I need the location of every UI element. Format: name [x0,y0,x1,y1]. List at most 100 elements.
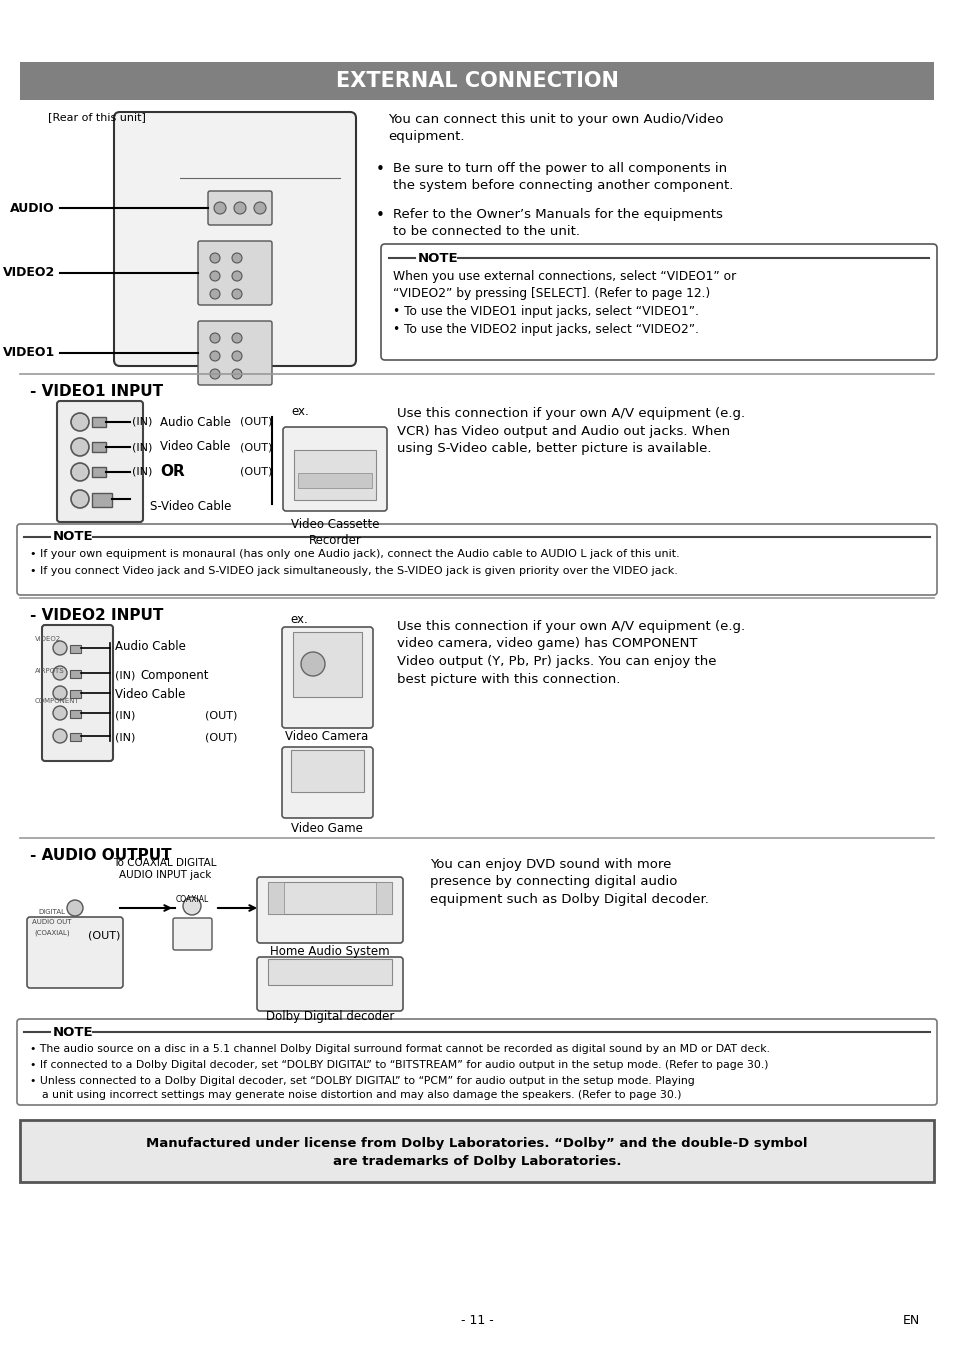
Bar [20,62,933,100]
FancyBboxPatch shape [283,427,387,511]
Circle shape [210,333,220,342]
Circle shape [232,333,242,342]
FancyBboxPatch shape [380,244,936,360]
Text: Be sure to turn off the power to all components in
the system before connecting : Be sure to turn off the power to all com… [393,162,733,191]
Text: • If your own equipment is monaural (has only one Audio jack), connect the Audio: • If your own equipment is monaural (has… [30,549,679,559]
Text: ex.: ex. [290,613,308,625]
Text: - AUDIO OUTPUT: - AUDIO OUTPUT [30,848,172,863]
Circle shape [210,253,220,263]
Text: (IN): (IN) [132,417,152,427]
Text: (OUT): (OUT) [205,710,237,720]
Text: To COAXIAL DIGITAL
AUDIO INPUT jack: To COAXIAL DIGITAL AUDIO INPUT jack [113,857,216,880]
Text: [Rear of this unit]: [Rear of this unit] [48,112,146,123]
Bar [91,417,106,427]
Text: Use this connection if your own A/V equipment (e.g.
VCR) has Video output and Au: Use this connection if your own A/V equi… [396,407,744,456]
Text: (OUT): (OUT) [240,442,273,452]
FancyBboxPatch shape [57,400,143,522]
Bar [70,644,81,652]
Text: (IN): (IN) [132,442,152,452]
Circle shape [71,412,89,431]
Text: Video Camera: Video Camera [285,731,368,743]
Text: Audio Cable: Audio Cable [160,415,231,429]
Text: Manufactured under license from Dolby Laboratories. “Dolby” and the double-D sym: Manufactured under license from Dolby La… [146,1138,807,1169]
Circle shape [67,900,83,917]
Bar [70,733,81,741]
FancyBboxPatch shape [198,241,272,305]
Text: Video Cable: Video Cable [160,441,230,453]
Circle shape [253,202,266,214]
Circle shape [233,202,246,214]
Text: • If connected to a Dolby Digital decoder, set “DOLBY DIGITAL” to “BITSTREAM” fo: • If connected to a Dolby Digital decode… [30,1060,768,1070]
Text: Dolby Digital decoder: Dolby Digital decoder [266,1010,394,1023]
Circle shape [210,369,220,379]
Text: (OUT): (OUT) [240,466,273,477]
Text: (OUT): (OUT) [88,930,120,940]
Circle shape [301,652,325,675]
Text: (IN): (IN) [115,733,135,743]
Text: VIDEO1: VIDEO1 [3,346,55,360]
FancyBboxPatch shape [17,524,936,594]
FancyBboxPatch shape [282,747,373,818]
Text: COAXIAL: COAXIAL [175,895,209,905]
Circle shape [210,271,220,280]
Circle shape [71,491,89,508]
Text: (IN): (IN) [115,710,135,720]
Bar [91,466,106,477]
Bar [91,442,106,452]
Circle shape [232,253,242,263]
Circle shape [53,642,67,655]
Text: EXTERNAL CONNECTION: EXTERNAL CONNECTION [335,71,618,92]
Text: • If you connect Video jack and S-VIDEO jack simultaneously, the S-VIDEO jack is: • If you connect Video jack and S-VIDEO … [30,566,678,576]
Bar [294,450,375,500]
Text: S-Video Cable: S-Video Cable [150,500,232,514]
Circle shape [210,350,220,361]
Text: When you use external connections, select “VIDEO1” or
“VIDEO2” by pressing [SELE: When you use external connections, selec… [393,270,736,336]
Text: You can connect this unit to your own Audio/Video
equipment.: You can connect this unit to your own Au… [388,113,722,143]
Text: AUDIO: AUDIO [10,201,55,214]
Circle shape [53,706,67,720]
Bar [268,958,392,985]
Circle shape [213,202,226,214]
Text: AUDIO OUT: AUDIO OUT [32,919,71,925]
Bar [375,882,392,914]
FancyBboxPatch shape [42,625,112,762]
Circle shape [53,666,67,679]
Text: COMPONENT: COMPONENT [35,698,80,704]
Text: Video Game: Video Game [291,822,362,834]
Text: Audio Cable: Audio Cable [115,639,186,652]
Text: - VIDEO1 INPUT: - VIDEO1 INPUT [30,384,163,399]
FancyBboxPatch shape [198,321,272,386]
FancyBboxPatch shape [172,918,212,950]
Bar [268,882,392,914]
FancyBboxPatch shape [17,1019,936,1105]
Circle shape [53,729,67,743]
Text: OR: OR [160,465,185,480]
FancyBboxPatch shape [20,1120,933,1182]
Text: Video Cassette
Recorder: Video Cassette Recorder [291,518,379,547]
Text: ex.: ex. [291,404,309,418]
Bar [70,710,81,718]
Text: DIGITAL: DIGITAL [38,909,66,915]
Circle shape [232,288,242,299]
Text: •: • [375,208,384,222]
FancyBboxPatch shape [256,878,402,944]
Circle shape [232,271,242,280]
Circle shape [183,896,201,915]
Bar [293,632,361,697]
Text: - VIDEO2 INPUT: - VIDEO2 INPUT [30,608,163,623]
Text: (COAXIAL): (COAXIAL) [34,929,70,936]
Text: •: • [375,162,384,177]
Circle shape [210,288,220,299]
Text: NOTE: NOTE [53,1026,93,1038]
FancyBboxPatch shape [256,957,402,1011]
Text: (IN): (IN) [132,466,152,477]
Text: AIRPOTS: AIRPOTS [35,669,65,674]
Bar [70,670,81,678]
FancyBboxPatch shape [208,191,272,225]
Bar [91,493,112,507]
Circle shape [71,462,89,481]
Bar [291,749,364,793]
Text: NOTE: NOTE [53,531,93,543]
Text: (OUT): (OUT) [240,417,273,427]
Text: Use this connection if your own A/V equipment (e.g.
video camera, video game) ha: Use this connection if your own A/V equi… [396,620,744,686]
